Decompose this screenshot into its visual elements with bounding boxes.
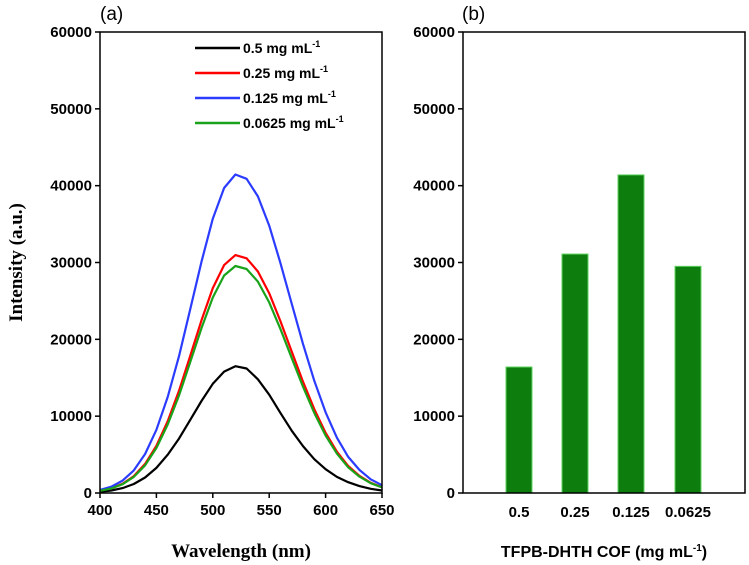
x-tick-label-b: 0.0625 bbox=[665, 504, 711, 521]
bar-2 bbox=[617, 174, 645, 494]
x-tick-label-a: 550 bbox=[257, 502, 282, 519]
bar-1 bbox=[561, 253, 589, 494]
legend-superscript: -1 bbox=[328, 89, 336, 99]
legend-label-3: 0.0625 mg mL-1 bbox=[243, 114, 344, 131]
x-tick-label-b: 0.25 bbox=[560, 504, 589, 521]
panel-label-b: (b) bbox=[462, 4, 485, 25]
x-tick-label-b: 0.125 bbox=[612, 504, 650, 521]
x-label-superscript: -1 bbox=[693, 543, 702, 554]
series-line-2 bbox=[99, 173, 383, 491]
legend-label-2: 0.125 mg mL-1 bbox=[243, 89, 336, 106]
y-tick-label-a: 10000 bbox=[50, 408, 92, 425]
y-tick-label-a: 30000 bbox=[50, 255, 92, 272]
y-tick-label-b: 40000 bbox=[413, 178, 455, 195]
series-line-0 bbox=[99, 365, 383, 493]
legend-superscript: -1 bbox=[312, 39, 320, 49]
y-axis-label-a: Intensity (a.u.) bbox=[6, 203, 27, 322]
x-axis-label-a: Wavelength (nm) bbox=[171, 541, 311, 562]
y-tick-label-b: 30000 bbox=[413, 255, 455, 272]
bar-0 bbox=[505, 366, 533, 494]
y-tick-label-a: 0 bbox=[84, 485, 92, 502]
x-tick-label-a: 650 bbox=[369, 502, 394, 519]
x-tick-label-a: 600 bbox=[313, 502, 338, 519]
panel-label-a: (a) bbox=[100, 4, 123, 25]
y-tick-label-a: 60000 bbox=[50, 24, 92, 41]
plot-frame-a bbox=[99, 31, 383, 494]
bar-3 bbox=[674, 265, 702, 494]
series-line-3 bbox=[99, 264, 383, 492]
y-tick-label-b: 0 bbox=[447, 485, 455, 502]
y-tick-label-a: 50000 bbox=[50, 101, 92, 118]
legend-label-0: 0.5 mg mL-1 bbox=[243, 39, 320, 56]
legend-superscript: -1 bbox=[320, 64, 328, 74]
x-label-end: ) bbox=[702, 544, 707, 561]
x-tick-label-a: 500 bbox=[200, 502, 225, 519]
x-tick-label-b: 0.5 bbox=[509, 504, 530, 521]
legend-label-1: 0.25 mg mL-1 bbox=[243, 64, 328, 81]
y-tick-label-b: 20000 bbox=[413, 331, 455, 348]
x-axis-label-b: TFPB-DHTH COF (mg mL-1) bbox=[501, 543, 707, 561]
x-tick-label-a: 450 bbox=[144, 502, 169, 519]
y-tick-label-b: 50000 bbox=[413, 101, 455, 118]
y-tick-label-b: 60000 bbox=[413, 24, 455, 41]
y-tick-label-b: 10000 bbox=[413, 408, 455, 425]
legend-superscript: -1 bbox=[336, 114, 344, 124]
plot-frame-b bbox=[462, 31, 746, 494]
y-tick-label-a: 20000 bbox=[50, 331, 92, 348]
y-tick-label-a: 40000 bbox=[50, 178, 92, 195]
x-tick-label-a: 400 bbox=[87, 502, 112, 519]
